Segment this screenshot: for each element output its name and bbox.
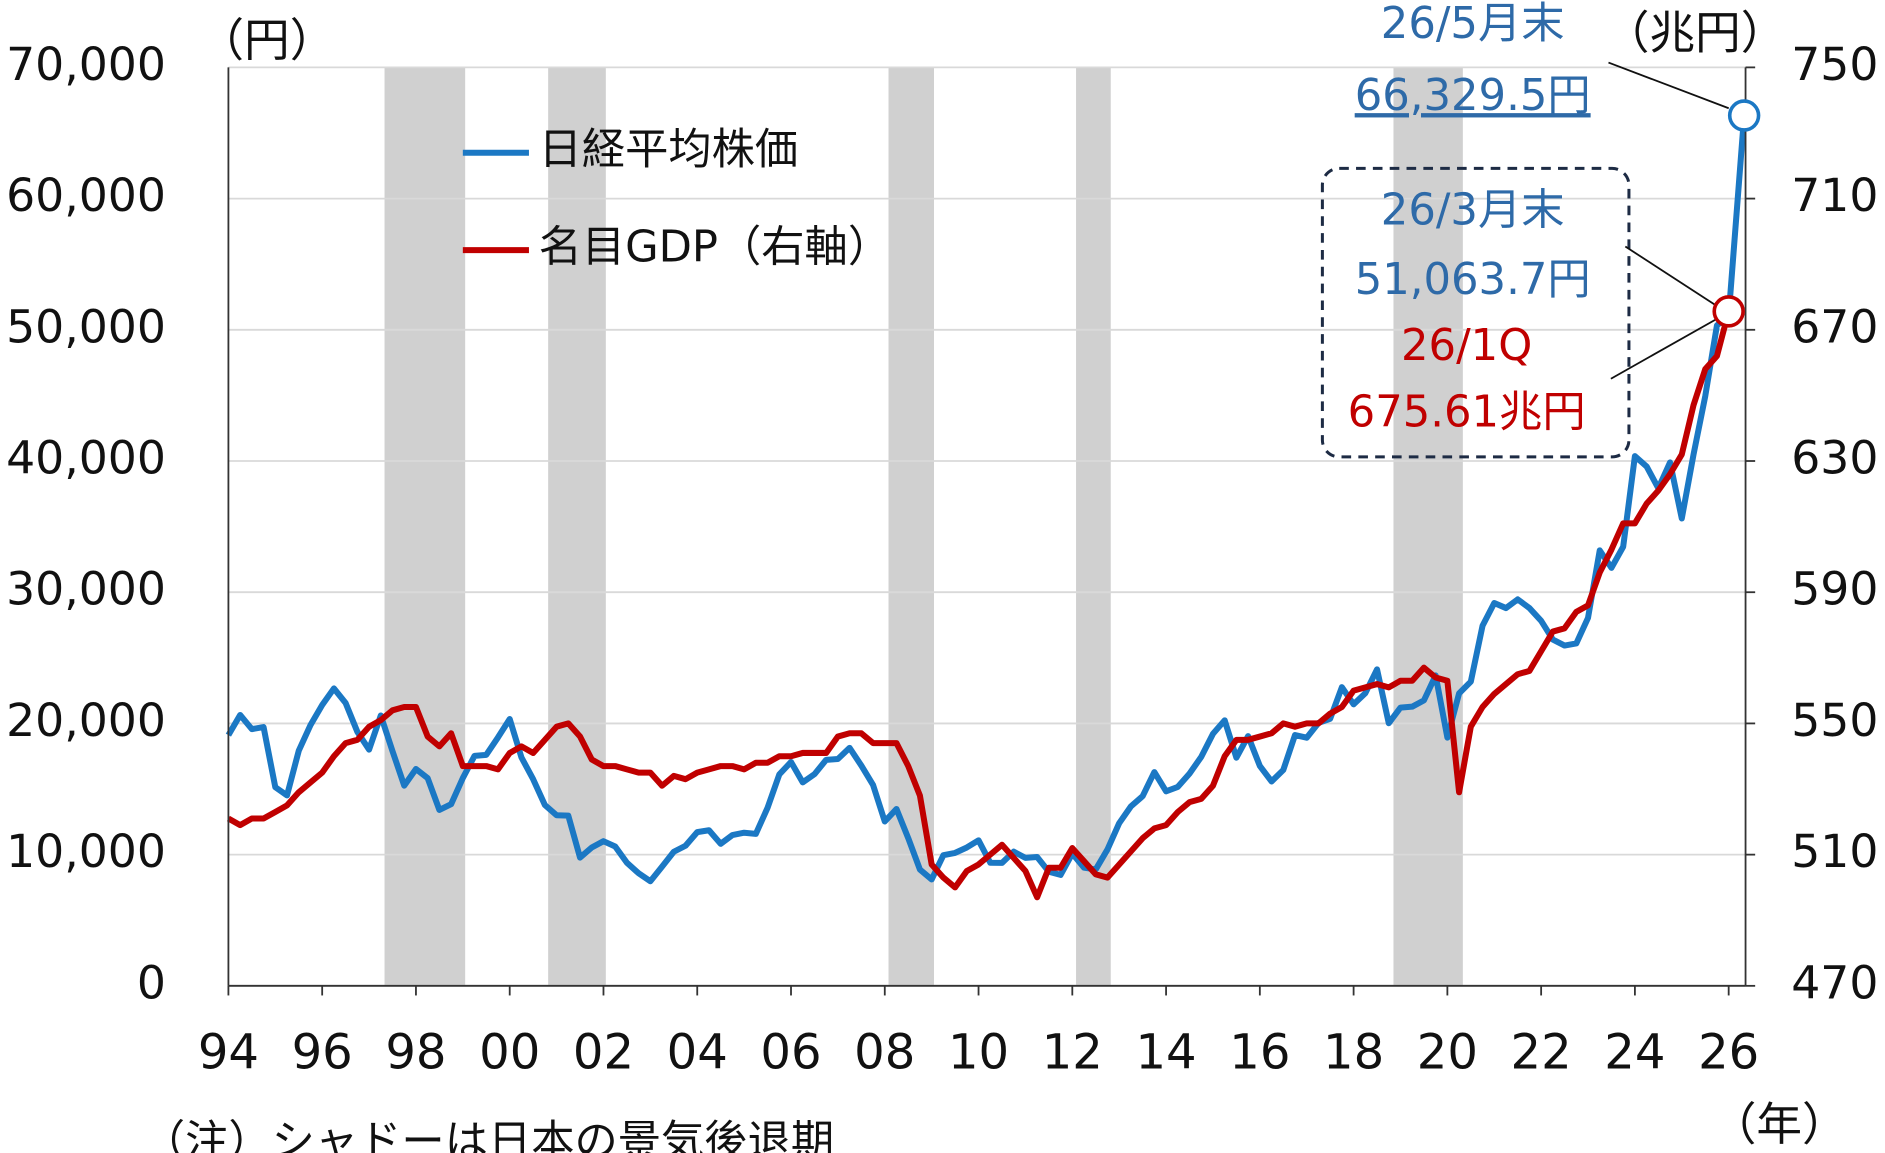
x-tick-label: 94 — [198, 1025, 259, 1081]
shading-layer — [384, 67, 1463, 986]
recession-shade — [384, 67, 466, 986]
x-tick-label: 08 — [854, 1025, 915, 1081]
y2-tick-label: 710 — [1791, 169, 1878, 222]
legend-label: 名目GDP（右軸） — [539, 223, 892, 273]
series-line — [225, 115, 1748, 885]
y2-tick-label: 630 — [1791, 432, 1878, 485]
y-tick-label: 70,000 — [6, 38, 166, 91]
recession-shade — [1076, 67, 1111, 986]
x-tick-label: 02 — [573, 1025, 634, 1081]
y2-axis-label: （兆円） — [1604, 7, 1787, 60]
x-tick-label: 06 — [760, 1025, 821, 1081]
x-tick-label: 24 — [1604, 1025, 1665, 1081]
x-tick-label: 98 — [385, 1025, 446, 1081]
leader-line — [1608, 61, 1730, 110]
end-point-marker — [1712, 295, 1745, 328]
y2-tick-label: 550 — [1791, 694, 1878, 747]
annotation: 26/3月末 — [1381, 185, 1565, 235]
x-tick-label: 96 — [292, 1025, 353, 1081]
x-tick-label: 18 — [1323, 1025, 1384, 1081]
leader-line — [1624, 245, 1722, 310]
y-tick-label: 0 — [137, 956, 166, 1009]
end-point-marker — [1727, 99, 1761, 132]
annotation: 51,063.7円 — [1355, 255, 1591, 305]
x-tick-label: 10 — [948, 1025, 1009, 1081]
y-axis-label: （円） — [198, 14, 335, 67]
y-tick-label: 50,000 — [6, 300, 166, 353]
x-tick-label: 04 — [667, 1025, 728, 1081]
y2-tick-label: 590 — [1791, 563, 1878, 616]
legend-label: 日経平均株価 — [539, 125, 799, 175]
y-tick-label: 30,000 — [6, 563, 166, 616]
series-line — [226, 310, 1732, 901]
x-tick-label: 16 — [1229, 1025, 1290, 1081]
y-tick-label: 60,000 — [6, 169, 166, 222]
recession-shade — [548, 67, 606, 986]
x-axis-label: （年） — [1711, 1098, 1848, 1151]
annotation: 26/1Q — [1401, 321, 1532, 371]
note: （注）シャドーは日本の景気後退期 — [142, 1117, 834, 1153]
y-tick-label: 10,000 — [6, 825, 166, 878]
y-tick-label: 40,000 — [6, 432, 166, 485]
annotation: 26/5月末 — [1381, 0, 1565, 49]
x-tick-label: 14 — [1135, 1025, 1196, 1081]
annotation-box — [1320, 166, 1631, 459]
x-tick-label: 26 — [1698, 1025, 1759, 1081]
annotation: 66,329.5円 — [1355, 71, 1591, 121]
x-tick-label: 20 — [1417, 1025, 1478, 1081]
y2-tick-label: 470 — [1791, 956, 1878, 1009]
x-tick-label: 00 — [479, 1025, 540, 1081]
recession-shade — [1393, 67, 1463, 986]
x-tick-label: 12 — [1042, 1025, 1103, 1081]
marks-layer — [225, 115, 1748, 901]
y2-tick-label: 750 — [1791, 38, 1878, 91]
x-tick-label: 22 — [1511, 1025, 1572, 1081]
y-tick-label: 20,000 — [6, 694, 166, 747]
y2-tick-label: 510 — [1791, 825, 1878, 878]
annotation: 675.61兆円 — [1348, 387, 1586, 437]
y2-tick-label: 670 — [1791, 300, 1878, 353]
leader-line — [1610, 315, 1722, 380]
